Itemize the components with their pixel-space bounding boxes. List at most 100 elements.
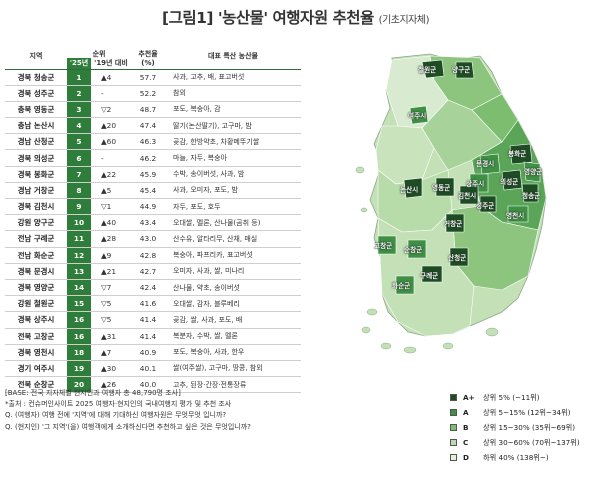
county-sancheong	[449, 247, 469, 267]
rank-cell: 7	[67, 166, 91, 183]
region-cell: 경북 영천시	[5, 344, 67, 361]
table-row: 경북 봉화군 7 ▲22 45.9 수박, 송이버섯, 사과, 밤	[5, 166, 302, 183]
county-nonsan	[403, 177, 423, 199]
rank-cell: 15	[67, 295, 91, 313]
table-row: 경남 산청군 5 ▲60 46.3 곶감, 한방약초, 차황메뚜기쌀	[5, 133, 302, 151]
label-yeoju: 여주시	[408, 112, 427, 120]
island-8	[360, 207, 368, 213]
rank-cell: 10	[67, 214, 91, 232]
legend-swatch	[450, 409, 457, 416]
label-nonsan: 논산시	[400, 186, 419, 194]
label-seongju: 성주군	[476, 202, 495, 210]
products-cell: 오대쌀, 감자, 블루베리	[165, 295, 302, 313]
table-row: 경북 성주군 2-52.2 참외	[5, 85, 302, 102]
legend-item: B 상위 15~30% (35위~69위)	[450, 420, 590, 435]
county-yeongdong	[435, 177, 455, 197]
region-cell: 경북 김천시	[5, 198, 67, 216]
label-cheorwon: 철원군	[418, 66, 437, 74]
score-cell: 41.4	[131, 328, 166, 345]
region-cell: 경북 청송군	[5, 69, 67, 86]
county-uiseong	[501, 169, 523, 191]
products-cell: 수박, 송이버섯, 사과, 밤	[165, 166, 302, 183]
notes: [BASE: 전국 지자체별 현지인과 여행자 총 48,790명 조사] *출…	[5, 388, 305, 433]
rank-cell: 1	[67, 69, 91, 86]
products-cell: 마늘, 자두, 복숭아	[165, 149, 302, 167]
header-rank19: '19년 대비	[91, 58, 132, 70]
korea-choropleth-map: 철원군 양구군 여주시 봉화군 영양군 문경시 의성군 청송군 상주시 논산시 …	[352, 50, 572, 380]
score-cell: 46.3	[131, 133, 166, 151]
region-cell: 충북 영동군	[5, 101, 67, 119]
label-yeongyang: 영양군	[524, 168, 543, 176]
rank-cell: 13	[67, 263, 91, 280]
table-row: 경북 영천시 18 ▲7 40.9 포도, 복숭아, 사과, 한우	[5, 344, 302, 361]
region-cell: 전북 순창군	[5, 376, 67, 394]
rank-cell: 12	[67, 247, 91, 264]
label-hwasun: 화순군	[392, 282, 411, 290]
ranking-table: 지역 순위 추천율 대표 특산 농산물 '25년 '19년 대비 (%) 경북 …	[5, 44, 302, 394]
legend-item: C 상위 30~60% (70위~137위)	[450, 435, 590, 450]
region-cell: 강원 철원군	[5, 295, 67, 313]
region-cell: 경북 성주군	[5, 85, 67, 102]
rank-cell: 4	[67, 117, 91, 135]
label-gochang: 고창군	[374, 242, 393, 250]
rank-change-cell: ▲60	[91, 133, 132, 151]
table-row: 전북 고창군 16 ▲31 41.4 복분자, 수박, 쌀, 멜론	[5, 328, 302, 345]
table-row: 충북 영동군 3 ▽2 48.7 포도, 복숭아, 감	[5, 101, 302, 119]
rank-change-cell: ▽5	[91, 311, 132, 329]
island-1	[366, 308, 378, 316]
title-sub: (기초지자체)	[378, 15, 430, 26]
score-cell: 43.4	[131, 214, 166, 232]
legend-swatch	[450, 394, 457, 401]
legend-grade: A+	[463, 393, 475, 402]
ranking-table-body: 경북 청송군 1 ▲4 57.7 사과, 고추, 배, 표고버섯 경북 성주군 2-52.2…	[5, 69, 302, 394]
label-yanggu: 양구군	[452, 66, 471, 74]
score-cell: 46.2	[131, 149, 166, 167]
note-source: *출처 : 컨슈머인사이트 2025 여행자·현지인의 국내여행지 평가 및 추…	[5, 400, 232, 409]
rank-cell: 8	[67, 182, 91, 200]
county-yeongyang	[523, 161, 541, 183]
legend-grade: B	[463, 423, 469, 432]
products-cell: 복숭아, 파프리카, 표고버섯	[165, 247, 302, 264]
label-gimcheon: 김천시	[458, 192, 477, 200]
county-yanggu	[455, 61, 475, 79]
products-cell: 복분자, 수박, 쌀, 멜론	[165, 328, 302, 345]
figure-title: [그림1] '농산물' 여행자원 추천율 (기초지자체)	[0, 6, 591, 28]
rank-change-cell: ▲9	[91, 247, 132, 264]
label-bonghwa: 봉화군	[508, 150, 527, 158]
map-top-counties	[377, 59, 541, 295]
label-uiseong: 의성군	[500, 178, 519, 186]
label-gurye: 구례군	[420, 272, 439, 280]
table-row: 전남 화순군 12 ▲9 42.8 복숭아, 파프리카, 표고버섯	[5, 247, 302, 264]
rank-cell: 16	[67, 328, 91, 345]
legend-swatch	[450, 424, 457, 431]
legend-label: 상위 5% (~11위)	[483, 392, 540, 402]
region-cell: 경남 거창군	[5, 182, 67, 200]
score-cell: 41.4	[131, 311, 166, 329]
products-cell: 쌀(여주쌀), 고구마, 땅콩, 참외	[165, 360, 302, 378]
region-cell: 강원 양구군	[5, 214, 67, 232]
rank-cell: 11	[67, 230, 91, 248]
county-seongju	[479, 195, 497, 213]
products-cell: 포도, 복숭아, 감	[165, 101, 302, 119]
county-bonghwa	[509, 143, 533, 165]
products-cell: 산수유, 알타리무, 산채, 매실	[165, 230, 302, 248]
legend-swatch	[450, 439, 457, 446]
products-cell: 오대쌀, 멜론, 산나물(곰취 등)	[165, 214, 302, 232]
products-cell: 사과, 고추, 배, 표고버섯	[165, 69, 302, 86]
rank-change-cell: ▲40	[91, 214, 132, 232]
rank-cell: 14	[67, 279, 91, 297]
score-cell: 40.1	[131, 360, 166, 378]
table-row: 경북 의성군 6-46.2 마늘, 자두, 복숭아	[5, 149, 302, 167]
rank-change-cell: ▲28	[91, 230, 132, 248]
island-4	[403, 346, 417, 354]
label-geochang: 거창군	[444, 220, 463, 228]
map-svg	[355, 53, 547, 354]
county-cheongsong	[521, 183, 539, 203]
score-cell: 48.7	[131, 101, 166, 119]
label-yeongdong: 영동군	[432, 184, 451, 192]
table-row: 전남 구례군 11 ▲28 43.0 산수유, 알타리무, 산채, 매실	[5, 230, 302, 248]
island-6	[485, 327, 499, 337]
legend-label: 하위 40% (138위~)	[483, 452, 549, 462]
rank-change-cell: -	[91, 149, 132, 167]
table-row: 경북 문경시 13 ▲21 42.7 오미자, 사과, 쌀, 미나리	[5, 263, 302, 280]
